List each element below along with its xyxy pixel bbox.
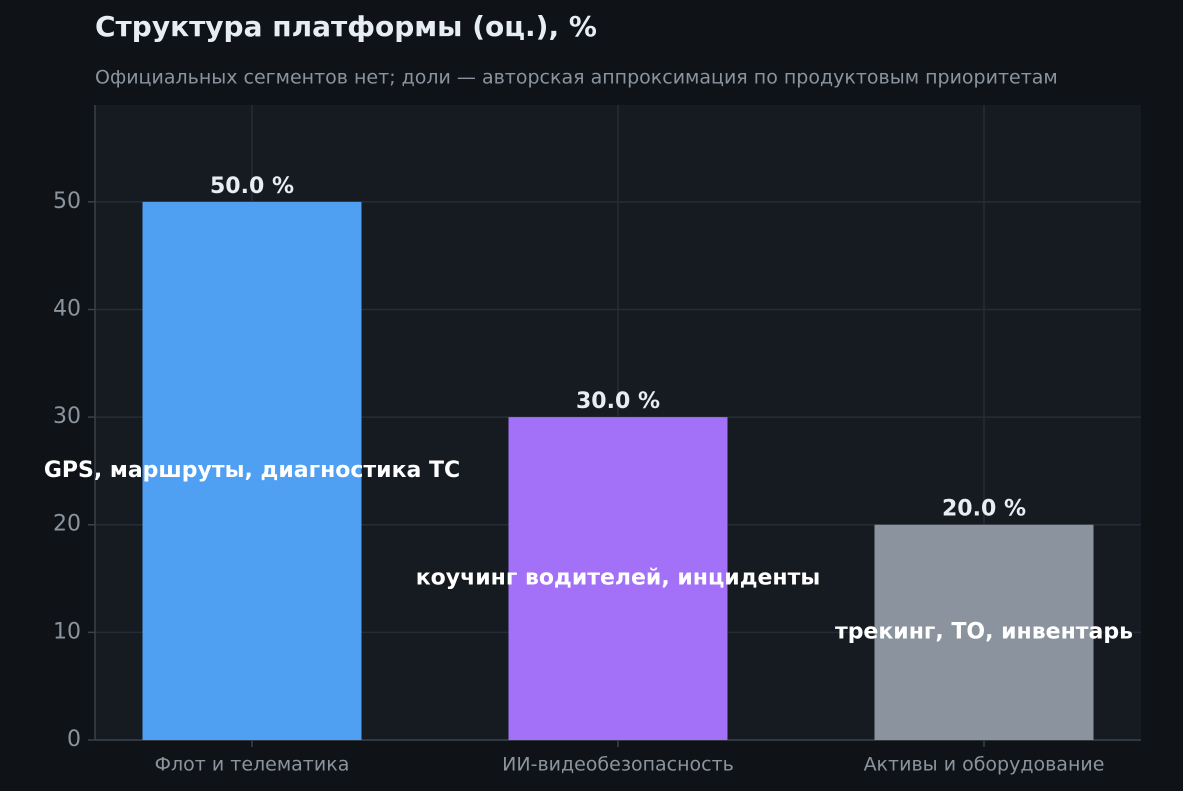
y-tick-label: 0: [67, 727, 81, 752]
y-tick-label: 30: [53, 404, 81, 429]
y-tick-label: 10: [53, 619, 81, 644]
y-tick-label: 20: [53, 512, 81, 537]
chart-title: Структура платформы (оц.), %: [95, 10, 597, 43]
bar-annotation: коучинг водителей, инциденты: [416, 566, 821, 591]
y-tick-label: 40: [53, 296, 81, 321]
chart-subtitle: Официальных сегментов нет; доли — авторс…: [95, 67, 1058, 89]
value-label: 50.0 %: [210, 174, 294, 199]
x-tick-label: Флот и телематика: [155, 754, 350, 776]
bar-annotation: GPS, маршруты, диагностика ТС: [44, 458, 460, 483]
bar: [874, 524, 1094, 740]
value-label: 30.0 %: [576, 389, 660, 414]
x-tick-label: ИИ-видеобезопасность: [502, 754, 734, 776]
y-tick-label: 50: [53, 189, 81, 214]
bar-annotation: трекинг, ТО, инвентарь: [835, 619, 1133, 644]
bar: [508, 417, 728, 740]
value-label: 20.0 %: [942, 497, 1026, 522]
x-tick-label: Активы и оборудование: [864, 754, 1105, 776]
bar: [142, 201, 362, 741]
